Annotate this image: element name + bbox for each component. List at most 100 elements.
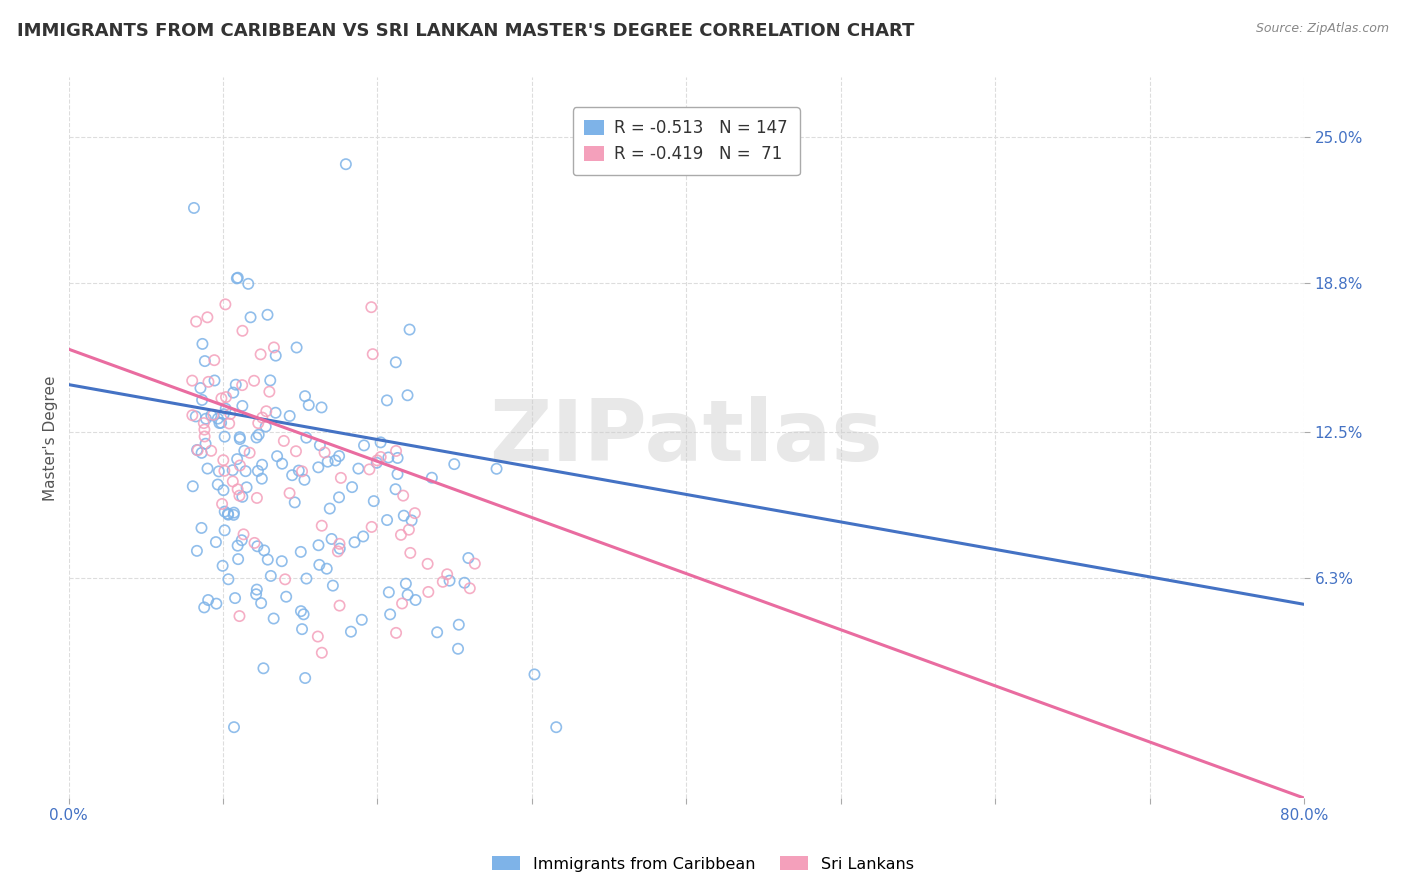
Point	[375, 393, 398, 408]
Y-axis label: Master's Degree: Master's Degree	[44, 375, 58, 500]
Point	[396, 388, 419, 402]
Point	[392, 508, 415, 523]
Point	[197, 375, 219, 389]
Point	[222, 508, 245, 522]
Point	[256, 552, 278, 566]
Point	[360, 300, 382, 314]
Point	[271, 457, 294, 471]
Point	[370, 435, 392, 450]
Point	[264, 349, 287, 363]
Text: IMMIGRANTS FROM CARIBBEAN VS SRI LANKAN MASTER'S DEGREE CORRELATION CHART: IMMIGRANTS FROM CARIBBEAN VS SRI LANKAN …	[17, 22, 914, 40]
Point	[187, 443, 209, 458]
Point	[181, 374, 204, 388]
Point	[387, 450, 409, 465]
Point	[181, 479, 204, 493]
Point	[214, 464, 236, 478]
Point	[378, 607, 401, 622]
Point	[385, 355, 408, 369]
Point	[294, 473, 316, 487]
Point	[202, 353, 225, 368]
Point	[347, 461, 370, 475]
Point	[184, 409, 207, 424]
Point	[229, 458, 252, 473]
Point	[225, 377, 247, 392]
Point	[246, 464, 269, 478]
Point	[290, 604, 312, 618]
Point	[295, 572, 318, 586]
Point	[247, 416, 270, 430]
Point	[235, 480, 257, 494]
Point	[193, 416, 215, 430]
Point	[274, 572, 297, 586]
Point	[245, 587, 267, 601]
Point	[250, 472, 273, 486]
Point	[231, 399, 253, 413]
Point	[194, 411, 217, 425]
Point	[311, 401, 333, 415]
Point	[398, 523, 420, 537]
Point	[231, 324, 253, 338]
Point	[432, 574, 454, 589]
Point	[211, 497, 233, 511]
Point	[202, 408, 225, 422]
Point	[292, 607, 315, 622]
Point	[197, 310, 219, 325]
Point	[366, 456, 388, 470]
Point	[205, 535, 228, 549]
Point	[291, 464, 314, 478]
Point	[233, 443, 256, 458]
Point	[395, 576, 418, 591]
Point	[259, 384, 281, 399]
Point	[215, 390, 238, 404]
Point	[340, 480, 363, 494]
Point	[190, 446, 212, 460]
Legend: Immigrants from Caribbean, Sri Lankans: Immigrants from Caribbean, Sri Lankans	[484, 848, 922, 880]
Point	[200, 443, 222, 458]
Text: Source: ZipAtlas.com: Source: ZipAtlas.com	[1256, 22, 1389, 36]
Point	[194, 429, 217, 443]
Point	[285, 341, 308, 355]
Point	[264, 406, 287, 420]
Point	[212, 453, 235, 467]
Point	[226, 483, 249, 497]
Point	[226, 270, 249, 285]
Point	[212, 483, 235, 498]
Point	[211, 558, 233, 573]
Point	[352, 529, 374, 543]
Point	[273, 434, 295, 448]
Point	[260, 569, 283, 583]
Point	[329, 541, 352, 556]
Point	[447, 641, 470, 656]
Point	[235, 464, 257, 478]
Point	[389, 528, 412, 542]
Point	[398, 322, 420, 336]
Point	[231, 533, 253, 548]
Point	[439, 574, 461, 588]
Point	[190, 381, 212, 395]
Point	[194, 436, 217, 450]
Point	[186, 442, 208, 457]
Point	[263, 611, 285, 625]
Point	[343, 535, 366, 549]
Point	[329, 599, 352, 613]
Point	[208, 416, 231, 430]
Point	[254, 419, 277, 434]
Point	[443, 457, 465, 471]
Point	[316, 455, 339, 469]
Point	[396, 588, 419, 602]
Point	[290, 545, 312, 559]
Point	[228, 489, 250, 503]
Point	[243, 374, 266, 388]
Point	[387, 467, 409, 481]
Point	[222, 385, 245, 400]
Point	[319, 501, 342, 516]
Point	[328, 537, 350, 551]
Point	[308, 538, 330, 552]
Point	[307, 630, 329, 644]
Point	[321, 532, 343, 546]
Point	[214, 297, 236, 311]
Point	[457, 551, 479, 566]
Point	[256, 308, 278, 322]
Point	[254, 404, 277, 418]
Point	[485, 462, 508, 476]
